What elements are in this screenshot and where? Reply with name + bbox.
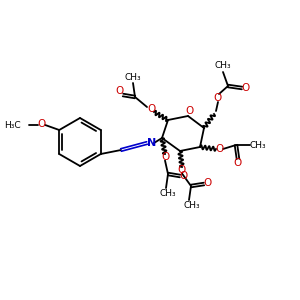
Text: O: O (215, 144, 223, 154)
Text: CH₃: CH₃ (184, 202, 200, 211)
Text: O: O (147, 104, 155, 114)
Text: CH₃: CH₃ (160, 190, 176, 199)
Text: O: O (204, 178, 212, 188)
Text: O: O (115, 86, 123, 96)
Text: O: O (234, 158, 242, 168)
Text: O: O (161, 152, 169, 162)
Text: CH₃: CH₃ (125, 73, 141, 82)
Text: O: O (214, 93, 222, 103)
Text: O: O (242, 83, 250, 93)
Text: H₃C: H₃C (4, 121, 21, 130)
Text: N: N (147, 138, 157, 148)
Text: O: O (180, 171, 188, 181)
Text: CH₃: CH₃ (215, 61, 231, 70)
Text: O: O (178, 165, 186, 175)
Text: O: O (185, 106, 193, 116)
Text: O: O (37, 119, 45, 129)
Text: CH₃: CH₃ (250, 140, 266, 149)
